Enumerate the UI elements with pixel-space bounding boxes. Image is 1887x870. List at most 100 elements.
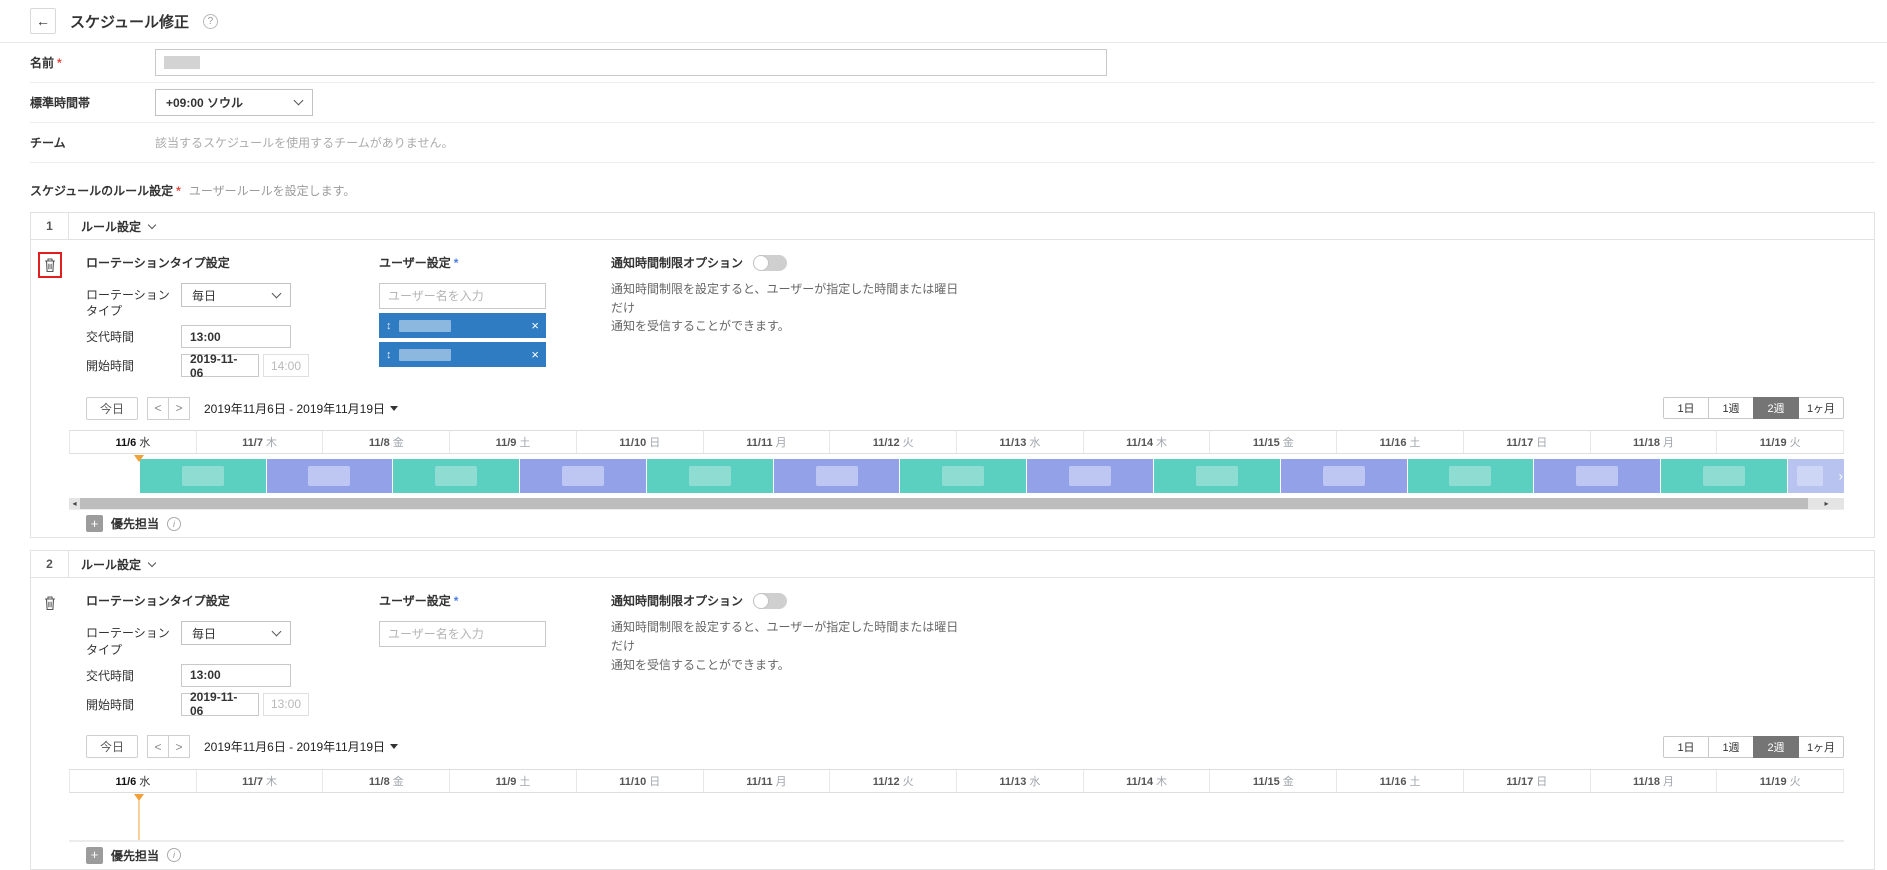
shift-time-input[interactable]: 13:00 — [181, 663, 291, 687]
rotation-shift-bar[interactable] — [392, 459, 520, 494]
rule-card: 2 ルール設定 ローテーションタイプ設定 ローテー — [30, 550, 1875, 870]
rotation-shift-bar[interactable]: › — [1786, 459, 1844, 494]
rotation-shift-bar[interactable] — [1406, 459, 1534, 494]
shift-user-redacted — [1195, 466, 1238, 487]
remove-user-icon[interactable]: × — [531, 347, 539, 362]
prev-period-button[interactable]: < — [147, 735, 169, 759]
name-input[interactable] — [155, 49, 1107, 76]
day-header-cell: 11/11 月 — [704, 431, 831, 454]
delete-rule-button[interactable] — [38, 590, 62, 617]
user-search-input[interactable] — [379, 621, 546, 648]
required-mark: * — [57, 56, 62, 70]
date-range-dropdown[interactable]: 2019年11月6日 - 2019年11月19日 — [204, 400, 398, 417]
team-label: チーム — [30, 136, 66, 150]
notification-limit-toggle[interactable] — [753, 592, 788, 609]
view-button[interactable]: 1ヶ月 — [1798, 397, 1844, 420]
rule-card-body: ローテーションタイプ設定 ローテーションタイプ 毎日 交代時間 13:00 — [31, 240, 1874, 537]
date-range-dropdown[interactable]: 2019年11月6日 - 2019年11月19日 — [204, 738, 398, 755]
next-period-button[interactable]: > — [168, 735, 190, 759]
shift-time-input[interactable]: 13:00 — [181, 325, 291, 349]
view-button[interactable]: 1ヶ月 — [1798, 735, 1844, 758]
view-button[interactable]: 2週 — [1753, 735, 1799, 758]
chevron-down-icon — [147, 559, 157, 568]
name-row: 名前 * — [30, 43, 1875, 83]
team-row: チーム 該当するスケジュールを使用するチームがありません。 — [30, 123, 1875, 163]
rotation-shift-bar[interactable] — [1026, 459, 1154, 494]
view-button[interactable]: 1週 — [1708, 397, 1754, 420]
rotation-type-select[interactable]: 毎日 — [181, 621, 291, 646]
back-button[interactable]: ← — [30, 8, 56, 34]
rotation-shift-bar[interactable] — [1153, 459, 1280, 494]
rotation-shift-bar[interactable] — [1660, 459, 1787, 494]
required-mark: * — [176, 183, 181, 198]
rotation-shift-bar[interactable] — [138, 459, 266, 494]
rotation-shift-bar[interactable] — [519, 459, 646, 494]
day-header-cell: 11/15 金 — [1210, 431, 1338, 454]
horizontal-scrollbar[interactable]: ◂ ▸ — [69, 498, 1844, 510]
user-name-redacted — [398, 348, 451, 361]
user-chip[interactable]: ↕ × — [379, 313, 546, 338]
user-settings-title: ユーザー設定 * — [379, 594, 459, 609]
today-button[interactable]: 今日 — [86, 396, 138, 420]
notification-limit-toggle[interactable] — [753, 254, 788, 271]
rotation-shift-bar[interactable] — [645, 459, 773, 494]
shift-user-redacted — [1069, 466, 1112, 487]
day-header-cell: 11/9 土 — [450, 431, 577, 454]
rotation-shift-bar[interactable] — [1533, 459, 1661, 494]
rule-settings-label: ルール設定 — [81, 557, 142, 572]
add-priority-button[interactable]: + — [86, 515, 103, 533]
view-button[interactable]: 1週 — [1708, 735, 1754, 758]
scroll-left-icon[interactable]: ◂ — [72, 499, 77, 509]
rule-settings-toggle[interactable]: ルール設定 — [69, 551, 157, 577]
scrollbar-thumb[interactable] — [80, 498, 1808, 510]
rotation-shift-bar[interactable] — [899, 459, 1027, 494]
trash-icon — [45, 258, 55, 273]
rotation-type-select[interactable]: 毎日 — [181, 283, 291, 307]
calendar-toolbar: 今日 < > 2019年11月6日 - 2019年11月19日 1日 1週 2週 1ヶ… — [69, 393, 1844, 423]
view-switcher: 1日 1週 2週 1ヶ月 — [1663, 735, 1844, 758]
chevron-down-icon — [293, 95, 304, 106]
rule-card-footer: + 優先担当 i — [69, 840, 1844, 869]
drag-handle-icon[interactable]: ↕ — [386, 348, 392, 361]
delete-rule-button[interactable] — [38, 252, 62, 278]
next-period-button[interactable]: > — [168, 396, 190, 420]
start-time-input-disabled: 13:00 — [263, 692, 309, 716]
rotation-shift-bar[interactable] — [772, 459, 900, 494]
view-button[interactable]: 1日 — [1663, 397, 1709, 420]
start-time-value: 13:00 — [270, 697, 302, 712]
notification-settings: 通知時間制限オプション 通知時間制限を設定すると、ユーザーが指定した時間または曜… — [611, 254, 1844, 383]
remove-user-icon[interactable]: × — [531, 318, 539, 333]
user-chip[interactable]: ↕ × — [379, 342, 546, 367]
day-header-cell: 11/18 月 — [1591, 431, 1718, 454]
start-date-value: 2019-11-06 — [190, 690, 238, 719]
view-button[interactable]: 1日 — [1663, 735, 1709, 758]
add-priority-button[interactable]: + — [86, 846, 103, 864]
day-header-cell: 11/8 金 — [323, 431, 451, 454]
info-icon[interactable]: i — [167, 848, 182, 863]
view-button[interactable]: 2週 — [1753, 397, 1799, 420]
user-settings: ユーザー設定* ↕×↕× — [379, 254, 611, 383]
help-icon[interactable]: ? — [202, 13, 218, 29]
header-divider — [0, 42, 1887, 43]
rotation-shift-bar[interactable] — [265, 459, 393, 494]
start-date-input[interactable]: 2019-11-06 — [181, 352, 259, 380]
shift-user-redacted — [561, 466, 604, 487]
user-search-input[interactable] — [379, 283, 546, 309]
rotation-settings: ローテーションタイプ設定 ローテーションタイプ 毎日 交代時間 13:00 — [86, 592, 379, 721]
info-icon[interactable]: i — [167, 516, 182, 531]
prev-period-button[interactable]: < — [147, 396, 169, 420]
start-date-input[interactable]: 2019-11-06 — [181, 690, 259, 719]
shift-user-redacted — [1703, 466, 1746, 487]
rule-settings-toggle[interactable]: ルール設定 — [69, 213, 157, 239]
timezone-select[interactable]: +09:00 ソウル — [155, 89, 313, 116]
scroll-right-icon[interactable]: ▸ — [1824, 499, 1829, 509]
rule-card-content: ローテーションタイプ設定 ローテーションタイプ 毎日 交代時間 13:00 — [69, 578, 1874, 868]
rule-settings-row: ローテーションタイプ設定 ローテーションタイプ 毎日 交代時間 13:00 — [69, 240, 1844, 383]
rotation-type-value: 毎日 — [192, 288, 217, 303]
today-button[interactable]: 今日 — [86, 735, 138, 759]
date-range-text: 2019年11月6日 - 2019年11月19日 — [204, 401, 385, 416]
day-header-cell: 11/16 土 — [1337, 769, 1464, 792]
rotation-shift-bar[interactable] — [1279, 459, 1407, 494]
drag-handle-icon[interactable]: ↕ — [386, 319, 392, 332]
rules-section-label: スケジュールのルール設定 — [30, 184, 174, 198]
